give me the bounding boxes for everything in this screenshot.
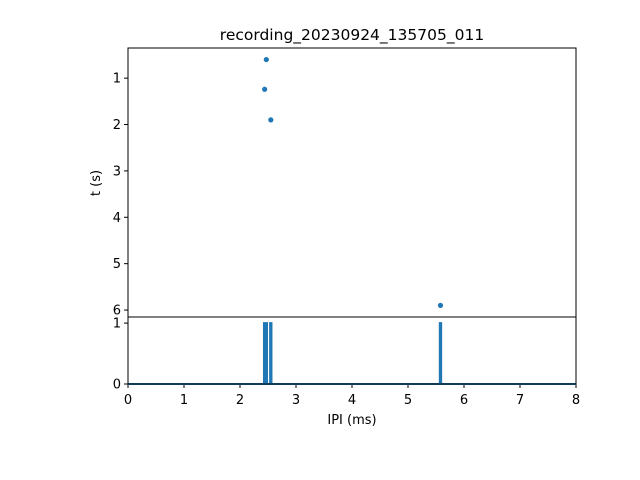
histogram-x-tick-label: 7 [516,393,524,408]
histogram-x-tick-label: 8 [572,393,580,408]
raster-point [268,117,274,123]
raster-y-tick-label: 5 [113,257,121,272]
histogram-y-tick-label: 1 [113,317,121,332]
chart-title: recording_20230924_135705_011 [220,26,484,45]
histogram-x-ticks: 0 1 2 3 4 5 6 7 8 [124,384,580,408]
histogram-x-axis-label: IPI (ms) [327,413,376,428]
raster-point [262,86,268,92]
histogram-x-tick-label: 1 [180,393,188,408]
histogram-x-tick-label: 6 [460,393,468,408]
raster-y-ticks: 1 2 3 4 5 6 [113,72,128,319]
raster-y-tick-label: 1 [113,72,121,87]
raster-y-tick-label: 2 [113,118,121,133]
raster-y-tick-label: 3 [113,164,121,179]
histogram-x-tick-label: 5 [404,393,412,408]
raster-y-tick-label: 6 [113,304,121,319]
histogram-x-tick-label: 3 [292,393,300,408]
raster-frame [127,47,577,318]
histogram-y-tick-label: 0 [113,378,121,393]
raster-point [263,56,269,63]
histogram-frame [127,316,577,385]
raster-points [262,56,444,309]
histogram-x-tick-label: 4 [348,393,356,408]
raster-panel: 1 2 3 4 5 6 [113,47,577,319]
raster-point [437,302,444,309]
histogram-y-ticks: 01 [113,317,128,393]
histogram-x-tick-label: 0 [124,393,132,408]
raster-y-axis-label: t (s) [89,170,104,196]
histogram-x-tick-label: 2 [236,393,244,408]
raster-y-tick-label: 4 [113,211,121,226]
ipi-histogram-line [128,322,576,385]
